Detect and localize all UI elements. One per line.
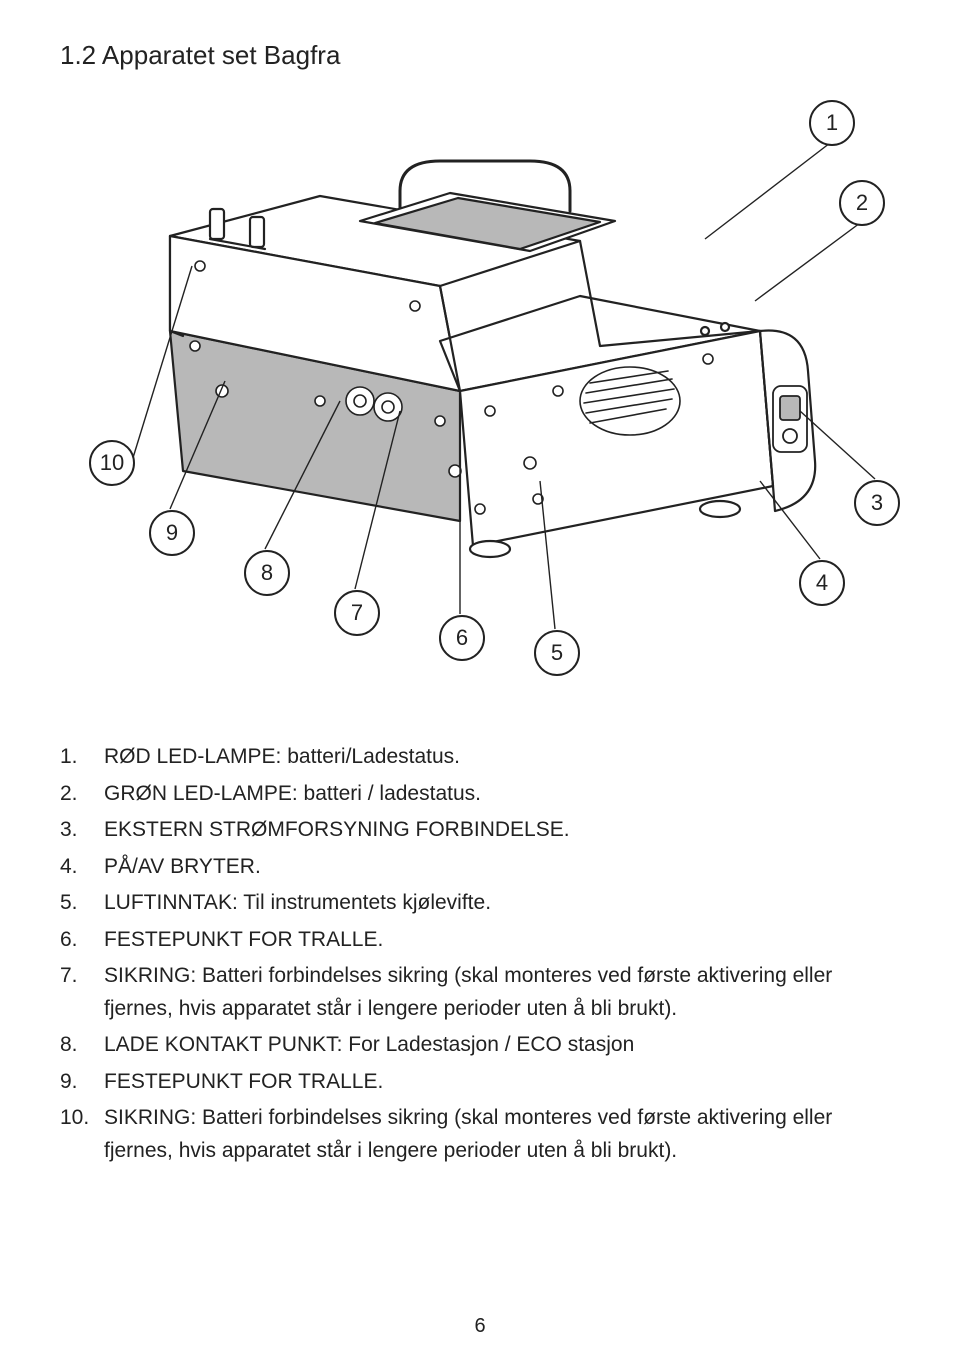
device-svg bbox=[60, 91, 900, 711]
list-item-text: RØD LED-LAMPE: batteri/Ladestatus. bbox=[104, 741, 900, 774]
list-item-text: SIKRING: Batteri forbindelses sikring (s… bbox=[104, 1102, 900, 1167]
page-number: 6 bbox=[0, 1315, 960, 1338]
list-item-number: 7. bbox=[60, 960, 104, 1025]
list-item-text: EKSTERN STRØMFORSYNING FORBINDELSE. bbox=[104, 814, 900, 847]
parts-list: 1.RØD LED-LAMPE: batteri/Ladestatus.2.GR… bbox=[60, 741, 900, 1168]
callout-10: 10 bbox=[89, 440, 135, 486]
callout-9: 9 bbox=[149, 510, 195, 556]
list-item-number: 3. bbox=[60, 814, 104, 847]
list-item: 2.GRØN LED-LAMPE: batteri / ladestatus. bbox=[60, 778, 900, 811]
list-item-number: 4. bbox=[60, 851, 104, 884]
list-item-text: PÅ/AV BRYTER. bbox=[104, 851, 900, 884]
list-item-number: 1. bbox=[60, 741, 104, 774]
list-item: 8.LADE KONTAKT PUNKT: For Ladestasjon / … bbox=[60, 1029, 900, 1062]
callout-1: 1 bbox=[809, 100, 855, 146]
diagram-figure: 12345678910 bbox=[60, 91, 900, 711]
list-item-number: 10. bbox=[60, 1102, 104, 1167]
list-item-number: 2. bbox=[60, 778, 104, 811]
callout-8: 8 bbox=[244, 550, 290, 596]
list-item-number: 8. bbox=[60, 1029, 104, 1062]
list-item: 5.LUFTINNTAK: Til instrumentets kjølevif… bbox=[60, 887, 900, 920]
list-item-number: 9. bbox=[60, 1066, 104, 1099]
list-item: 3.EKSTERN STRØMFORSYNING FORBINDELSE. bbox=[60, 814, 900, 847]
callout-6: 6 bbox=[439, 615, 485, 661]
callout-7: 7 bbox=[334, 590, 380, 636]
list-item: 1.RØD LED-LAMPE: batteri/Ladestatus. bbox=[60, 741, 900, 774]
section-title: 1.2 Apparatet set Bagfra bbox=[60, 40, 900, 71]
list-item-number: 6. bbox=[60, 924, 104, 957]
list-item: 7.SIKRING: Batteri forbindelses sikring … bbox=[60, 960, 900, 1025]
list-item-text: LADE KONTAKT PUNKT: For Ladestasjon / EC… bbox=[104, 1029, 900, 1062]
list-item-text: FESTEPUNKT FOR TRALLE. bbox=[104, 1066, 900, 1099]
callout-4: 4 bbox=[799, 560, 845, 606]
list-item-text: GRØN LED-LAMPE: batteri / ladestatus. bbox=[104, 778, 900, 811]
callout-3: 3 bbox=[854, 480, 900, 526]
page: 1.2 Apparatet set Bagfra bbox=[0, 0, 960, 1368]
callout-2: 2 bbox=[839, 180, 885, 226]
list-item-number: 5. bbox=[60, 887, 104, 920]
list-item: 6.FESTEPUNKT FOR TRALLE. bbox=[60, 924, 900, 957]
callout-5: 5 bbox=[534, 630, 580, 676]
list-item-text: FESTEPUNKT FOR TRALLE. bbox=[104, 924, 900, 957]
list-item-text: LUFTINNTAK: Til instrumentets kjølevifte… bbox=[104, 887, 900, 920]
list-item-text: SIKRING: Batteri forbindelses sikring (s… bbox=[104, 960, 900, 1025]
list-item: 9.FESTEPUNKT FOR TRALLE. bbox=[60, 1066, 900, 1099]
list-item: 4.PÅ/AV BRYTER. bbox=[60, 851, 900, 884]
list-item: 10.SIKRING: Batteri forbindelses sikring… bbox=[60, 1102, 900, 1167]
